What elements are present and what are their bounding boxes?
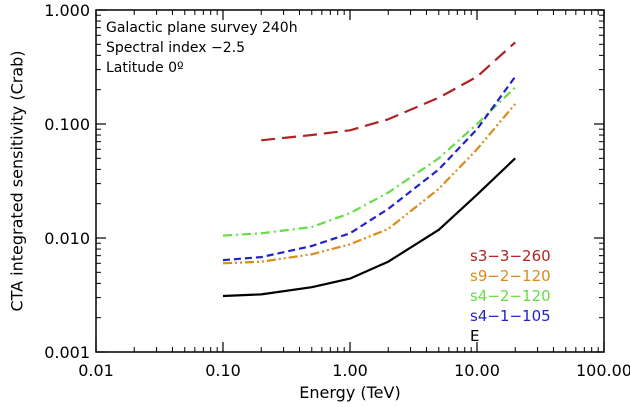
y-tick-label: 1.000 <box>44 1 90 20</box>
series-line-2 <box>222 86 516 237</box>
x-tick-labels: 0.01 0.10 1.00 10.00 100.00 <box>78 361 630 380</box>
legend-entry: E <box>470 327 479 345</box>
y-tick-label: 0.001 <box>44 343 90 362</box>
x-tick-label: 10.00 <box>454 361 500 380</box>
legend-entry: s3−3−260 <box>470 247 551 265</box>
series-layer <box>222 41 517 298</box>
annotation-line: Latitude 0º <box>106 60 184 76</box>
series-line-4 <box>222 157 516 298</box>
annotation-line: Spectral index −2.5 <box>106 40 245 56</box>
x-tick-label: 0.10 <box>205 361 241 380</box>
y-axis-label: CTA integrated sensitivity (Crab) <box>8 50 27 311</box>
x-tick-label: 1.00 <box>332 361 368 380</box>
legend-entry: s9−2−120 <box>470 267 551 285</box>
annotations: Galactic plane survey 240h Spectral index… <box>106 20 298 76</box>
legend-entry: s4−1−105 <box>470 307 551 325</box>
series-line-1 <box>222 103 517 265</box>
legend-entry: s4−2−120 <box>470 287 551 305</box>
axis-ticks <box>95 9 605 353</box>
y-tick-label: 0.010 <box>44 229 90 248</box>
x-tick-label: 0.01 <box>78 361 114 380</box>
x-tick-label: 100.00 <box>576 361 630 380</box>
legend: s3−3−260 s9−2−120 s4−2−120 s4−1−105 E <box>470 247 551 345</box>
y-tick-labels: 0.001 0.010 0.100 1.000 <box>44 1 90 362</box>
series-line-3 <box>222 76 517 262</box>
y-tick-label: 0.100 <box>44 115 90 134</box>
series-line-0 <box>261 41 516 142</box>
x-axis-label: Energy (TeV) <box>299 383 400 402</box>
annotation-line: Galactic plane survey 240h <box>106 20 298 36</box>
